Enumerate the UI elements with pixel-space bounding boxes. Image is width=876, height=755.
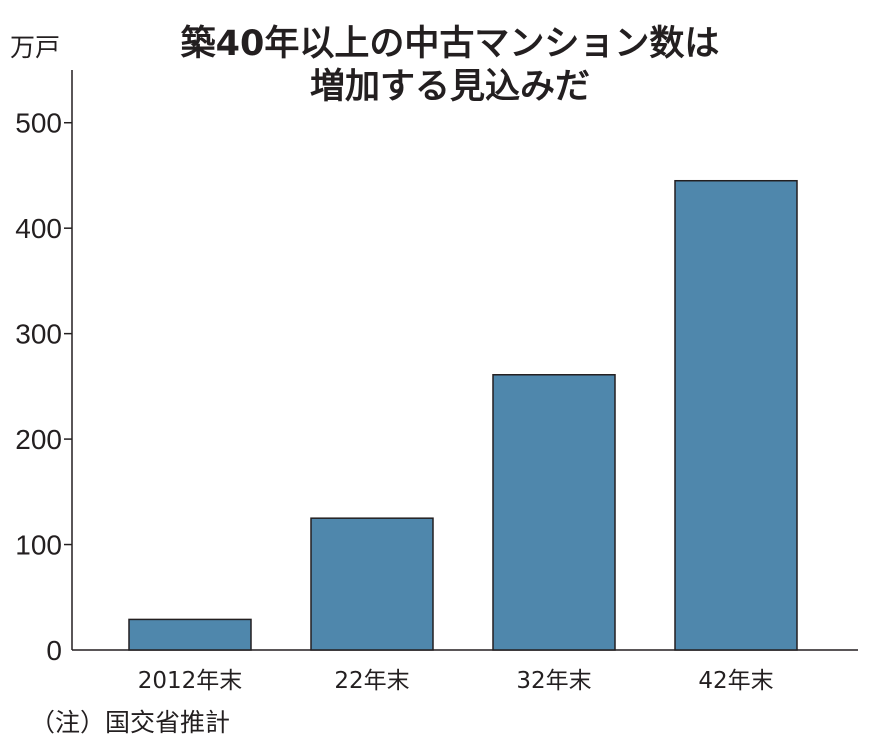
chart-title-line-2: 増加する見込みだ (309, 67, 590, 107)
bar (310, 517, 434, 651)
bar (492, 374, 616, 651)
y-tick-label: 100 (15, 530, 62, 561)
chart-title-line-1: 築40年以上の中古マンション数は (180, 24, 720, 64)
y-tick-label: 300 (15, 319, 62, 350)
x-category-label: 22年末 (334, 668, 409, 694)
x-category-label: 42年末 (698, 668, 773, 694)
x-category-label: 32年末 (516, 668, 591, 694)
x-category-label: 2012年末 (138, 668, 243, 694)
bar (128, 618, 252, 651)
bar (674, 179, 798, 651)
y-tick-label: 400 (15, 213, 62, 244)
y-tick-label: 0 (46, 635, 62, 666)
y-axis-unit: 万戸 (10, 33, 61, 62)
y-tick-label: 500 (15, 108, 62, 139)
source-note: （注）国交省推計 (30, 708, 231, 737)
y-tick-label: 200 (15, 424, 62, 455)
